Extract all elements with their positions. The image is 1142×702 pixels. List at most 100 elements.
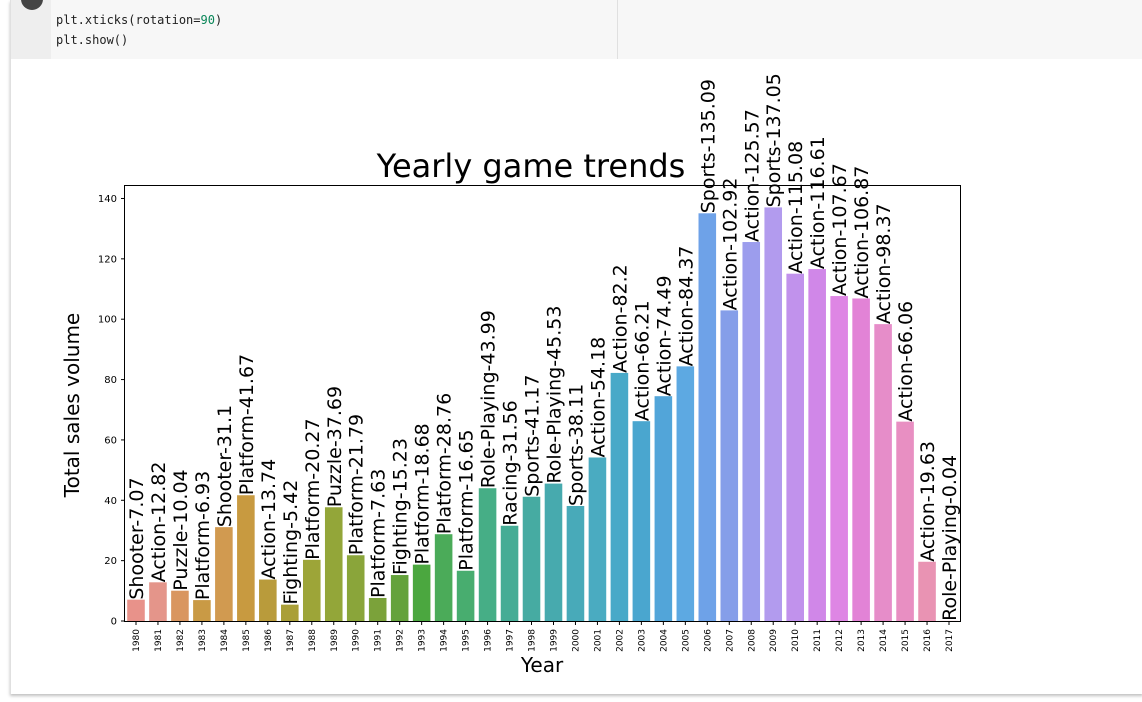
bar-label-2014: Action-98.37 bbox=[873, 203, 895, 324]
bar-label-2011: Action-116.61 bbox=[807, 136, 829, 269]
bar-2006 bbox=[698, 213, 717, 622]
bar-1992 bbox=[390, 575, 409, 621]
bar-2005 bbox=[676, 366, 695, 621]
bar-2012 bbox=[830, 296, 848, 621]
bar-2011 bbox=[808, 269, 826, 621]
x-tick-label: 2017 bbox=[945, 629, 955, 652]
bar-label-2001: Action-54.18 bbox=[587, 337, 609, 458]
bar-1991 bbox=[368, 597, 387, 621]
bar-label-1989: Puzzle-37.69 bbox=[324, 386, 346, 507]
bar-label-2000: Sports-38.11 bbox=[565, 384, 587, 506]
y-axis: 0 20 40 60 80 100 120 140 bbox=[98, 194, 125, 628]
bar-label-1988: Platform-20.27 bbox=[302, 418, 324, 559]
x-tick-label: 2011 bbox=[813, 629, 823, 652]
x-tick-label: 1980 bbox=[132, 629, 142, 652]
bar-2000 bbox=[566, 505, 585, 621]
bar-1997 bbox=[500, 525, 519, 621]
bar-label-1997: Racing-31.56 bbox=[500, 400, 522, 526]
bar-label-2005: Action-84.37 bbox=[675, 246, 697, 367]
x-tick-label: 2003 bbox=[637, 629, 647, 652]
bar-1996 bbox=[478, 488, 497, 621]
x-tick-label: 2013 bbox=[857, 629, 867, 652]
x-tick-label: 1984 bbox=[220, 629, 230, 652]
bar-label-1991: Platform-7.63 bbox=[368, 469, 390, 598]
bar-1998 bbox=[522, 496, 541, 621]
x-tick-label: 1981 bbox=[154, 629, 164, 652]
x-tick-label: 1983 bbox=[198, 629, 208, 652]
run-cell-button[interactable] bbox=[21, 0, 43, 10]
bar-label-2013: Action-106.87 bbox=[851, 166, 873, 299]
bar-1994 bbox=[434, 534, 453, 621]
x-tick-label: 1987 bbox=[286, 629, 296, 652]
bar-label-2004: Action-74.49 bbox=[653, 275, 675, 396]
x-axis: 1980 1981 1982 1983 1984 1985 1986 1987 1988 1989… bbox=[132, 621, 955, 652]
bar-1982 bbox=[171, 590, 189, 621]
code-line: plt.show() bbox=[56, 33, 129, 47]
bar-2013 bbox=[852, 298, 870, 621]
bar-label-1990: Platform-21.79 bbox=[346, 414, 368, 555]
x-tick-label: 1993 bbox=[418, 629, 428, 652]
bar-label-2009: Sports-137.05 bbox=[763, 73, 785, 207]
bar-label-1984: Shooter-31.1 bbox=[214, 405, 236, 527]
bar-label-1993: Platform-18.68 bbox=[412, 423, 434, 564]
x-tick-label: 1991 bbox=[374, 629, 384, 652]
bar-label-2015: Action-66.06 bbox=[895, 301, 917, 422]
bar-2010 bbox=[786, 273, 804, 621]
cell-output: Yearly game trends Total sales volume Ye… bbox=[51, 70, 1051, 690]
x-tick-label: 2002 bbox=[615, 629, 625, 652]
x-tick-label: 1995 bbox=[462, 629, 472, 652]
bar-label-2002: Action-82.2 bbox=[609, 264, 631, 373]
y-axis-label: Total sales volume bbox=[60, 313, 84, 498]
bar-1999 bbox=[544, 483, 563, 621]
plot-frame bbox=[124, 185, 961, 622]
bars-layer bbox=[127, 207, 958, 622]
bar-label-1983: Platform-6.93 bbox=[192, 471, 214, 600]
bar-label-1986: Action-13.74 bbox=[258, 459, 280, 580]
y-tick-label: 120 bbox=[98, 254, 117, 265]
bar-label-2012: Action-107.67 bbox=[829, 163, 851, 296]
bar-1983 bbox=[193, 600, 211, 621]
bar-label-1982: Puzzle-10.04 bbox=[170, 469, 192, 590]
x-tick-label: 2007 bbox=[725, 629, 735, 652]
x-tick-label: 2009 bbox=[769, 629, 779, 652]
bar-label-1981: Action-12.82 bbox=[148, 462, 170, 583]
bar-chart: Yearly game trends Total sales volume Ye… bbox=[60, 73, 961, 677]
code-editor[interactable]: plt.xticks(rotation=90) plt.show() bbox=[56, 10, 616, 58]
bar-2009 bbox=[764, 207, 783, 621]
bar-label-2017: Role-Playing-0.04 bbox=[939, 455, 961, 621]
bar-label-2007: Action-102.92 bbox=[719, 178, 741, 311]
x-tick-label: 1998 bbox=[528, 629, 538, 652]
x-tick-label: 1982 bbox=[176, 629, 186, 652]
bar-1980 bbox=[127, 599, 145, 621]
bar-2001 bbox=[588, 457, 607, 621]
bar-label-1992: Fighting-15.23 bbox=[390, 438, 412, 575]
x-tick-label: 2014 bbox=[879, 629, 889, 652]
bar-1984 bbox=[215, 527, 233, 621]
bar-2003 bbox=[632, 421, 651, 621]
cell-input[interactable]: plt.xticks(rotation=90) plt.show() bbox=[11, 0, 1142, 59]
bar-1990 bbox=[346, 555, 365, 621]
code-line: plt.xticks(rotation=90) bbox=[56, 13, 223, 27]
bar-label-1998: Sports-41.17 bbox=[522, 375, 544, 497]
x-tick-label: 1990 bbox=[352, 629, 362, 652]
bar-1993 bbox=[412, 564, 431, 621]
code-divider bbox=[617, 0, 618, 59]
bar-2014 bbox=[874, 324, 892, 621]
x-tick-label: 2006 bbox=[703, 629, 713, 652]
y-tick-label: 140 bbox=[98, 194, 117, 205]
bar-label-2003: Action-66.21 bbox=[631, 300, 653, 421]
bar-1981 bbox=[149, 582, 167, 621]
bar-label-2006: Sports-135.09 bbox=[697, 79, 719, 213]
x-tick-label: 2004 bbox=[659, 629, 669, 652]
y-tick-label: 40 bbox=[104, 496, 117, 507]
left-gutter bbox=[0, 0, 10, 702]
x-tick-label: 1999 bbox=[549, 629, 559, 652]
bar-label-1985: Platform-41.67 bbox=[236, 354, 258, 495]
x-tick-label: 1996 bbox=[484, 629, 494, 652]
y-tick-label: 20 bbox=[104, 556, 117, 567]
bar-label-2010: Action-115.08 bbox=[785, 141, 807, 274]
bar-2002 bbox=[610, 372, 629, 621]
bar-1995 bbox=[456, 570, 475, 621]
x-tick-label: 2015 bbox=[901, 629, 911, 652]
bar-1987 bbox=[281, 604, 299, 621]
